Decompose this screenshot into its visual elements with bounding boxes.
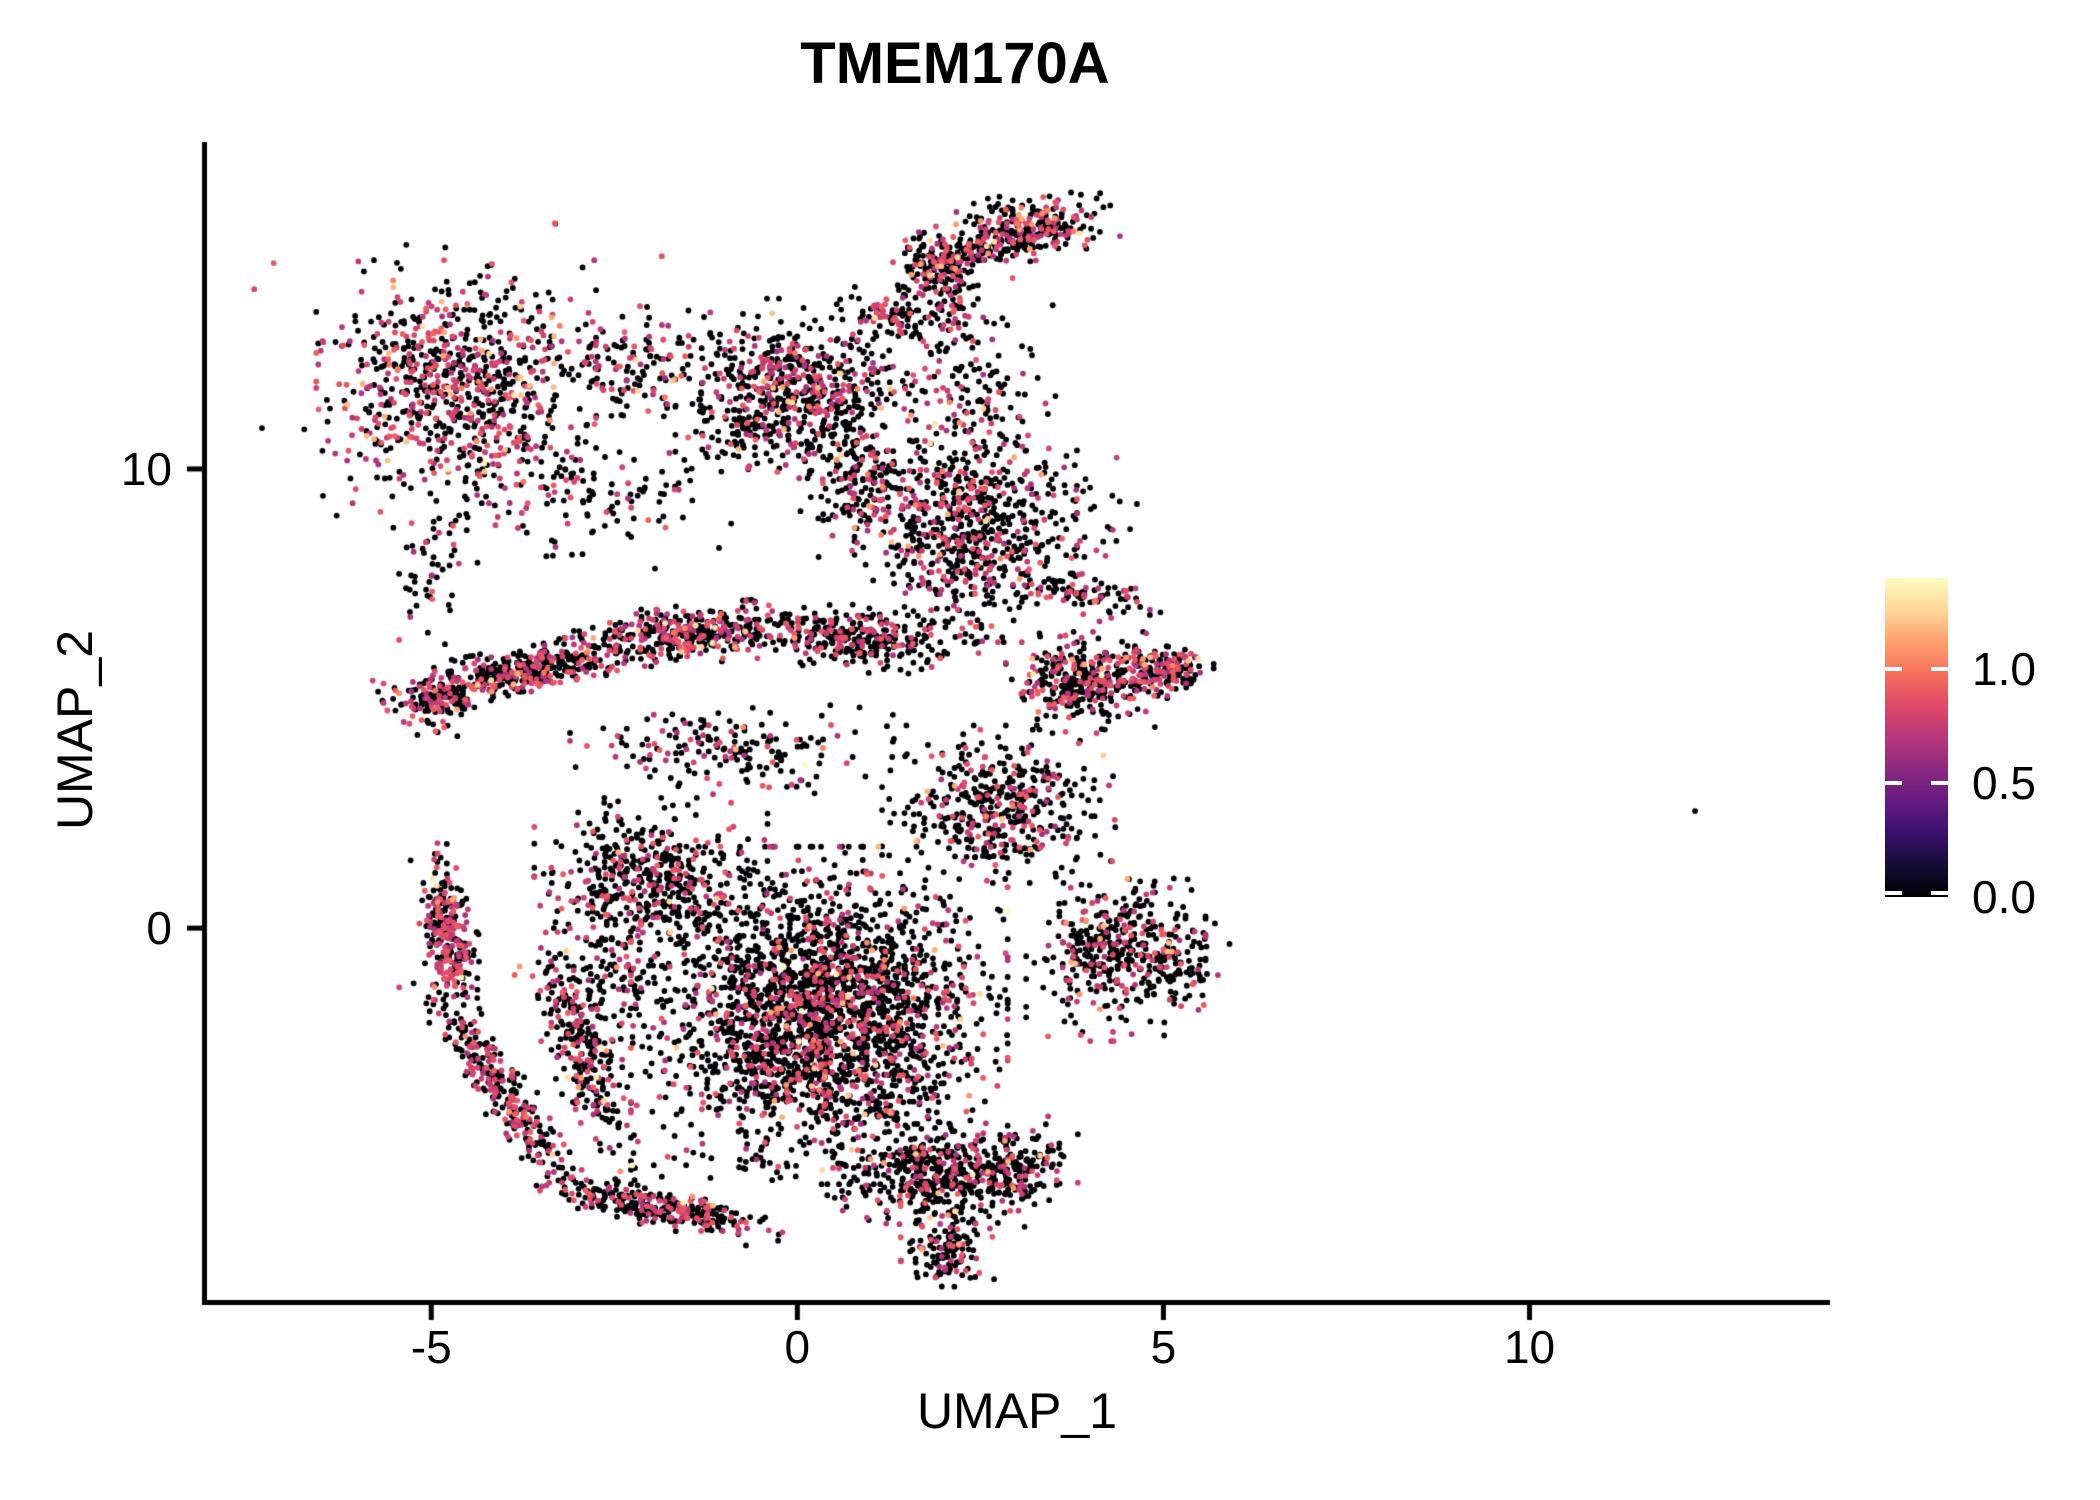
- x-tick-label: 0: [784, 1321, 811, 1373]
- colorbar-tick-label: 0.0: [1972, 871, 2036, 923]
- x-tick-label: 10: [1503, 1321, 1556, 1373]
- colorbar-tick-label: 0.5: [1972, 757, 2036, 810]
- colorbar-tick-label: 1.0: [1972, 643, 2036, 696]
- colorbar-tick-mark: [1931, 667, 1948, 672]
- x-tick-label: 5: [1150, 1321, 1177, 1373]
- x-tick-label: -5: [410, 1321, 452, 1373]
- colorbar-tick-mark: [1931, 891, 1948, 895]
- colorbar-tick-mark: [1885, 667, 1902, 672]
- colorbar-tick-mark: [1931, 781, 1948, 786]
- colorbar-gradient: [1885, 578, 1948, 897]
- colorbar-tick-mark: [1885, 781, 1902, 786]
- plot-title: TMEM170A: [800, 31, 1110, 96]
- y-tick-label: 0: [146, 902, 172, 955]
- y-tick-label: 10: [120, 442, 172, 495]
- colorbar-tick-mark: [1885, 891, 1902, 895]
- x-axis-label: UMAP_1: [916, 1383, 1118, 1439]
